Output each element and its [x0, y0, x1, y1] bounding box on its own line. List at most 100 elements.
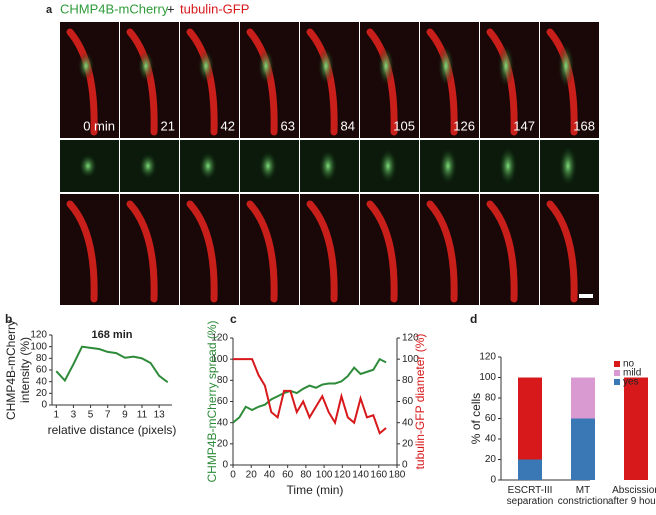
legend-label: no	[623, 359, 635, 370]
microtubule	[546, 200, 578, 303]
bar-segment	[518, 459, 542, 480]
escrt-signal	[138, 51, 154, 81]
y-tick-label: 120	[479, 352, 496, 363]
scale-bar	[579, 294, 593, 298]
y-tick-label: 60	[36, 365, 48, 376]
escrt-signal	[438, 46, 454, 86]
y-tick-label: 100	[211, 354, 228, 365]
x-tick-label: MT constriction	[557, 485, 609, 507]
x-tick-label: 20	[246, 470, 258, 481]
escrt-signal	[498, 45, 514, 87]
escrt-signal	[198, 50, 214, 82]
bar-segment	[518, 377, 542, 460]
x-tick-label: 7	[105, 410, 111, 421]
escrt-signal	[319, 150, 337, 182]
y-tick-label: 120	[211, 333, 228, 344]
x-tick-label: 80	[300, 470, 312, 481]
bar-segment	[571, 377, 595, 419]
legend-swatch	[614, 361, 620, 367]
x-tick-label: Abscission after 9 hours	[607, 485, 656, 507]
data-line	[233, 358, 387, 435]
x-tick-label: ESCRT-III separation	[506, 485, 554, 507]
microtubule	[246, 200, 278, 303]
chart-title: 168 min	[92, 329, 133, 341]
bar-segment	[571, 418, 595, 480]
x-tick-label: 0	[230, 470, 236, 481]
x-tick-label: 1	[54, 410, 60, 421]
legend-swatch	[614, 370, 620, 376]
y-tick-label: 60	[217, 396, 229, 407]
microtubule	[66, 200, 98, 303]
escrt-signal	[79, 154, 97, 178]
x-tick-label: 3	[71, 410, 77, 421]
y-tick-label: 40	[36, 376, 48, 387]
y-tick-label: 80	[485, 393, 497, 404]
x-axis-label: Time (min)	[287, 483, 344, 497]
y2-tick-label: 0	[402, 460, 408, 471]
y-tick-label: 20	[485, 454, 497, 465]
escrt-signal	[499, 147, 517, 185]
y-tick-label: 0	[222, 460, 228, 471]
x-tick-label: 100	[316, 470, 333, 481]
x-tick-label: 13	[154, 410, 166, 421]
data-line	[55, 345, 169, 384]
y-axis-label: % of cells	[469, 393, 483, 444]
y2-tick-label: 120	[402, 333, 419, 344]
time-label: 147	[513, 118, 535, 133]
x-tick-label: 160	[370, 470, 387, 481]
microtubule	[186, 200, 218, 303]
time-label: 168	[573, 118, 595, 133]
y-tick-label: 60	[485, 413, 497, 424]
microtubule	[486, 200, 518, 303]
x-tick-label: 40	[264, 470, 276, 481]
time-label: 105	[393, 118, 415, 133]
panel-label: b	[5, 312, 12, 326]
y2-tick-label: 40	[402, 417, 414, 428]
panel-label: a	[46, 4, 53, 16]
x-tick-label: 180	[389, 470, 406, 481]
y2-tick-label: 20	[402, 438, 414, 449]
legend-label: yes	[623, 377, 639, 388]
x-tick-label: 5	[88, 410, 94, 421]
y-axis-label: intensity (%)	[18, 337, 32, 403]
title-plus: +	[167, 1, 175, 16]
escrt-signal	[78, 52, 94, 80]
escrt-signal	[139, 153, 157, 179]
y-tick-label: 100	[479, 372, 496, 383]
time-label: 126	[453, 118, 475, 133]
microtubule	[306, 200, 338, 303]
y-tick-label: 80	[217, 375, 229, 386]
legend-label: mild	[623, 368, 641, 379]
escrt-signal	[199, 152, 217, 180]
data-line	[232, 357, 387, 424]
x-tick-label: 60	[282, 470, 294, 481]
x-tick-label: 11	[137, 410, 148, 421]
y-tick-label: 20	[217, 438, 229, 449]
time-label: 21	[161, 118, 175, 133]
y-axis-label: tubulin-GFP diameter (%)	[413, 334, 427, 470]
y-tick-label: 0	[41, 400, 47, 411]
title-red: tubulin-GFP	[180, 1, 249, 16]
x-tick-label: 120	[334, 470, 351, 481]
legend-swatch	[614, 379, 620, 385]
escrt-signal	[318, 48, 334, 84]
y-tick-label: 80	[36, 353, 48, 364]
panel-label: c	[230, 312, 237, 326]
escrt-signal	[258, 49, 274, 83]
time-label: 63	[281, 118, 295, 133]
escrt-signal	[378, 47, 394, 85]
y-tick-label: 40	[485, 434, 497, 445]
y2-tick-label: 80	[402, 375, 414, 386]
escrt-signal	[379, 149, 397, 183]
escrt-signal	[259, 151, 277, 181]
time-label: 0 min	[83, 118, 115, 133]
title-green: CHMP4B-mCherry	[60, 1, 169, 16]
x-tick-label: 140	[352, 470, 369, 481]
microtubule	[426, 200, 458, 303]
x-axis-label: relative distance (pixels)	[48, 423, 177, 437]
y-axis-label: CHMP4B-mCherry	[4, 320, 18, 420]
microtubule	[366, 200, 398, 303]
y2-tick-label: 60	[402, 396, 414, 407]
